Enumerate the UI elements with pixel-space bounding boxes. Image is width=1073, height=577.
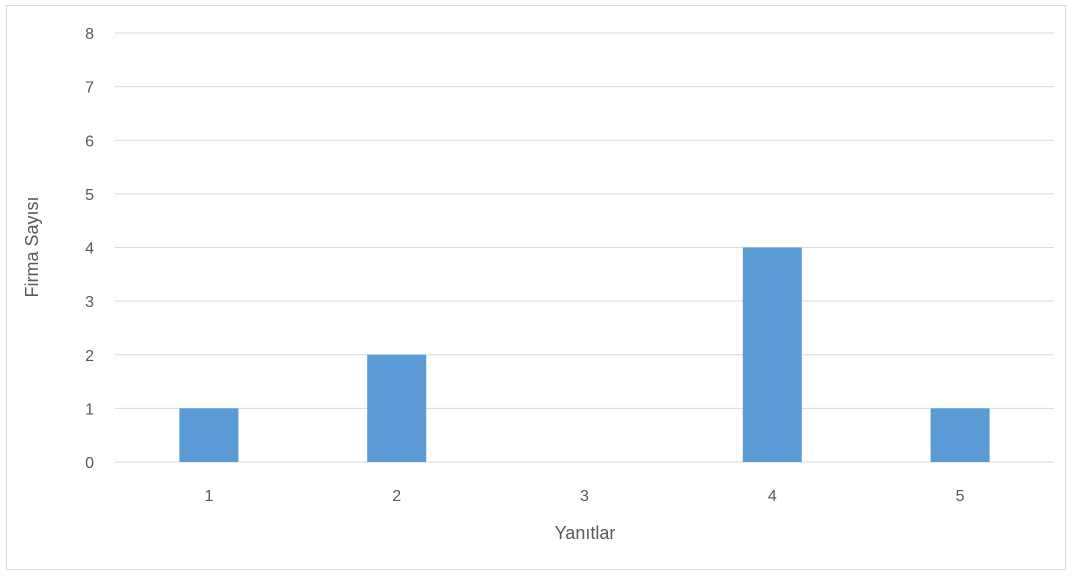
y-tick-label: 4 [85,241,94,258]
y-axis-title: Firma Sayısı [22,196,42,297]
x-tick-label: 4 [768,488,777,505]
bar-1 [179,408,239,462]
y-tick-label: 3 [85,294,94,311]
x-tick-label: 2 [392,488,401,505]
bar-4 [742,247,802,462]
bar-5 [930,408,990,462]
x-axis-title: Yanıtlar [555,523,616,543]
y-tick-label: 0 [85,455,94,472]
y-tick-label: 8 [85,26,94,43]
y-tick-label: 5 [85,187,94,204]
y-tick-labels: 0 1 2 3 4 5 6 7 8 [85,26,94,472]
y-tick-label: 7 [85,80,94,97]
x-tick-label: 1 [204,488,213,505]
x-tick-label: 5 [956,488,965,505]
y-tick-label: 2 [85,348,94,365]
chart-frame [6,5,1066,570]
y-tick-label: 6 [85,133,94,150]
bar-2 [367,354,427,462]
bars [179,247,990,462]
gridlines [115,32,1054,463]
x-tick-label: 3 [580,488,589,505]
x-tick-labels: 1 2 3 4 5 [204,488,964,505]
y-tick-label: 1 [85,401,94,418]
